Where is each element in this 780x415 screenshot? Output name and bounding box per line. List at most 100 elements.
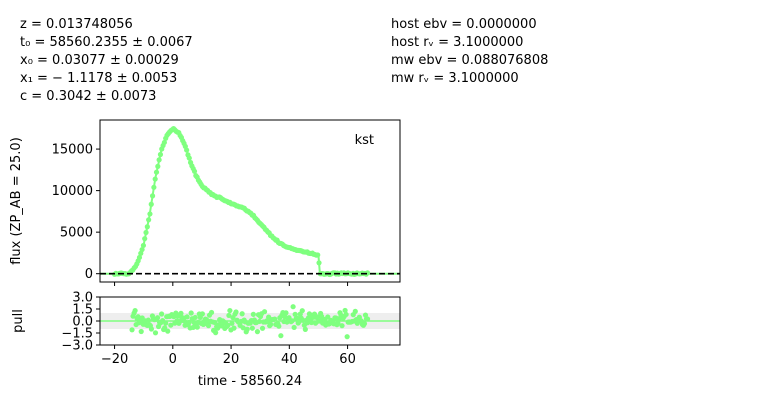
flux-point	[147, 211, 153, 217]
pull-point	[231, 325, 237, 331]
pull-point	[259, 325, 266, 331]
param-x0: x₀ = 0.03077 ± 0.00029	[20, 53, 179, 68]
pull-point	[129, 327, 135, 333]
pull-point	[308, 319, 315, 326]
pull-point	[205, 323, 212, 329]
pull-point	[244, 326, 250, 332]
pull-point	[152, 330, 159, 336]
param-host-ebv: host ebv = 0.0000000	[391, 17, 537, 32]
pull-point	[250, 311, 256, 317]
pull-point	[240, 325, 246, 331]
top-panel-frame	[99, 119, 401, 283]
pull-plot-area	[100, 304, 400, 340]
param-z: z = 0.013748056	[20, 17, 133, 32]
pull-point	[239, 311, 245, 317]
pull-point	[186, 319, 192, 325]
pull-point	[148, 326, 155, 332]
pull-x-tick-label: 40	[281, 352, 298, 367]
pull-point	[256, 318, 263, 325]
pull-point	[194, 324, 200, 330]
pull-point	[199, 311, 205, 317]
pull-point	[268, 321, 274, 328]
flux-point	[364, 270, 371, 276]
pull-point	[339, 323, 345, 329]
flux-point	[155, 163, 161, 169]
top-y-tick-label: 15000	[52, 143, 93, 158]
pull-point	[213, 330, 219, 336]
pull-point	[272, 316, 278, 322]
flux-point	[148, 201, 154, 207]
flux-point	[161, 139, 167, 146]
pull-point	[132, 308, 138, 314]
flux-point	[142, 236, 148, 242]
fit-params-right: host ebv = 0.0000000 host rᵥ = 3.1000000…	[391, 16, 548, 88]
pull-point	[344, 334, 350, 340]
pull-y-axis-label: pull	[11, 309, 26, 333]
pull-x-tick-label: 20	[223, 352, 240, 367]
flux-point	[144, 224, 150, 230]
pull-y-tick-label: −1.5	[61, 327, 93, 342]
flux-point	[139, 246, 145, 253]
param-mw-rv: mw rᵥ = 3.1000000	[391, 71, 519, 86]
flux-point	[140, 242, 146, 249]
flux-point	[157, 151, 164, 158]
pull-point	[227, 307, 233, 314]
pull-point	[212, 319, 218, 326]
param-host-rv: host rᵥ = 3.1000000	[391, 35, 524, 50]
pull-point	[168, 322, 174, 328]
top-y-tick-label: 5000	[60, 226, 93, 241]
flux-point	[191, 168, 198, 174]
pull-point	[249, 325, 255, 331]
model-curve	[100, 126, 400, 275]
flux-point	[152, 176, 158, 182]
fit-params-left: z = 0.013748056 t₀ = 58560.2355 ± 0.0067…	[20, 16, 193, 106]
pull-point	[325, 314, 331, 320]
pull-point	[226, 312, 232, 319]
pull-point	[162, 325, 168, 331]
pull-point	[154, 315, 161, 321]
pull-x-tick-label: 0	[169, 352, 177, 367]
pull-y-tick-label: −3.0	[61, 339, 93, 354]
pull-point	[302, 326, 308, 332]
band-label: kst	[355, 133, 374, 148]
pull-point	[233, 309, 239, 315]
top-y-axis-label: flux (ZP_AB = 25.0)	[9, 137, 24, 265]
flux-point	[136, 254, 143, 261]
pull-point	[343, 311, 349, 318]
top-plot-area	[100, 126, 400, 278]
param-x1: x₁ = − 1.1178 ± 0.0053	[20, 71, 178, 86]
pull-point	[203, 317, 210, 323]
pull-x-tick-label: −20	[101, 352, 128, 367]
pull-point	[276, 323, 282, 329]
pull-point	[225, 322, 231, 328]
pull-point	[192, 314, 198, 321]
pull-point	[159, 311, 165, 317]
pull-y-tick-label: 3.0	[72, 291, 93, 306]
flux-point	[315, 252, 321, 258]
top-y-tick-label: 0	[85, 267, 93, 282]
pull-point	[178, 310, 184, 316]
flux-point	[149, 193, 156, 199]
pull-point	[261, 309, 268, 315]
pull-point	[289, 318, 295, 324]
pull-point	[163, 320, 169, 326]
pull-x-tick-label: 60	[339, 352, 356, 367]
pull-point	[184, 314, 190, 320]
pull-point	[138, 328, 144, 335]
pull-y-tick-label: 1.5	[72, 303, 93, 318]
param-t0: t₀ = 58560.2355 ± 0.0067	[20, 35, 193, 50]
flux-point	[146, 217, 152, 223]
pull-point	[254, 329, 261, 335]
flux-point	[156, 157, 162, 163]
pull-point	[314, 314, 321, 320]
flux-point	[184, 147, 190, 153]
flux-point	[153, 169, 160, 175]
pull-point	[208, 309, 215, 316]
flux-point	[316, 260, 322, 266]
top-y-tick-label: 10000	[52, 184, 93, 199]
pull-point	[283, 310, 289, 316]
pull-point	[165, 328, 171, 334]
pull-point	[291, 324, 297, 331]
x-axis-label: time - 58560.24	[198, 374, 302, 389]
